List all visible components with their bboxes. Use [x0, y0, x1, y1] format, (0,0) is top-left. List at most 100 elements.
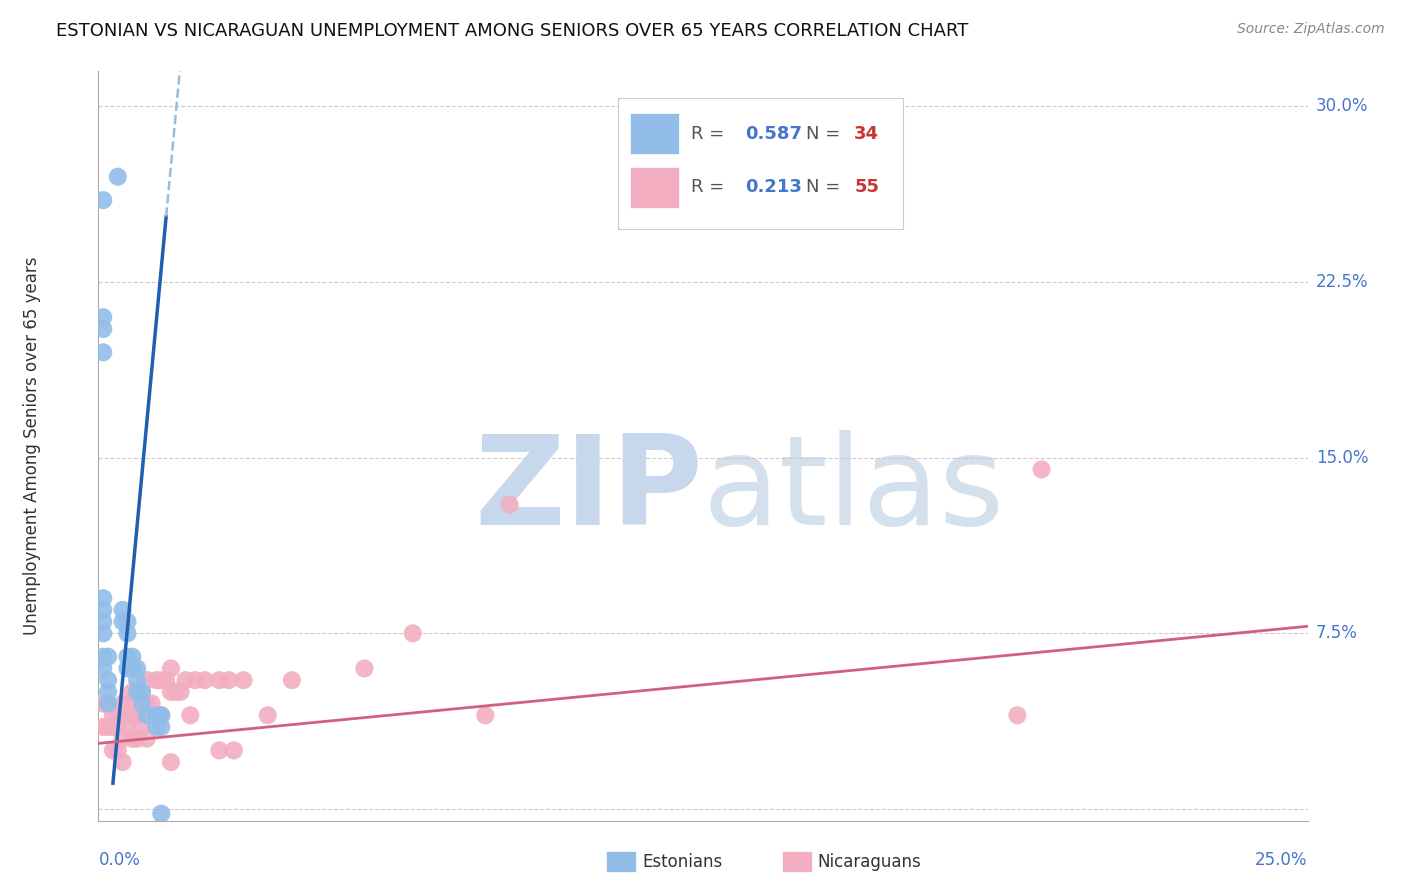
- Point: [474, 708, 496, 723]
- Point: [222, 743, 245, 757]
- Point: [179, 708, 201, 723]
- Text: 34: 34: [855, 125, 879, 143]
- Point: [145, 673, 167, 688]
- Point: [91, 626, 114, 640]
- Point: [111, 615, 134, 629]
- Point: [117, 626, 139, 640]
- Text: 0.213: 0.213: [745, 178, 803, 196]
- Point: [127, 685, 149, 699]
- Point: [135, 697, 157, 711]
- Point: [131, 685, 153, 699]
- Point: [111, 697, 134, 711]
- Text: Nicaraguans: Nicaraguans: [818, 853, 921, 871]
- Bar: [630, 167, 679, 208]
- Point: [135, 673, 157, 688]
- Point: [127, 661, 149, 675]
- Text: 0.587: 0.587: [745, 125, 803, 143]
- Bar: [782, 851, 811, 872]
- Text: Source: ZipAtlas.com: Source: ZipAtlas.com: [1237, 22, 1385, 37]
- Text: 7.5%: 7.5%: [1316, 624, 1358, 642]
- Point: [107, 720, 129, 734]
- Point: [107, 169, 129, 184]
- Point: [111, 731, 134, 746]
- Point: [155, 673, 177, 688]
- Point: [232, 673, 254, 688]
- Point: [91, 193, 114, 207]
- Point: [91, 310, 114, 325]
- Point: [91, 697, 114, 711]
- Point: [1031, 462, 1053, 476]
- Point: [169, 685, 191, 699]
- Point: [97, 697, 120, 711]
- Point: [101, 743, 124, 757]
- Point: [131, 685, 153, 699]
- Point: [135, 731, 157, 746]
- Point: [184, 673, 207, 688]
- Point: [91, 720, 114, 734]
- Point: [111, 755, 134, 769]
- Point: [208, 743, 231, 757]
- Bar: [619, 97, 903, 228]
- Text: atlas: atlas: [703, 431, 1005, 551]
- Point: [121, 661, 143, 675]
- Point: [145, 720, 167, 734]
- Point: [218, 673, 240, 688]
- Point: [165, 685, 187, 699]
- Point: [117, 720, 139, 734]
- Text: R =: R =: [690, 125, 730, 143]
- Point: [117, 697, 139, 711]
- Point: [107, 708, 129, 723]
- Point: [97, 685, 120, 699]
- Point: [131, 697, 153, 711]
- Point: [111, 603, 134, 617]
- Bar: [606, 851, 637, 872]
- Point: [101, 720, 124, 734]
- Point: [127, 708, 149, 723]
- Point: [121, 649, 143, 664]
- Point: [160, 685, 183, 699]
- Point: [353, 661, 375, 675]
- Text: 25.0%: 25.0%: [1256, 851, 1308, 869]
- Point: [141, 697, 163, 711]
- Point: [160, 661, 183, 675]
- Point: [150, 708, 173, 723]
- Point: [145, 708, 167, 723]
- Point: [160, 755, 183, 769]
- Point: [91, 615, 114, 629]
- Point: [145, 708, 167, 723]
- Point: [91, 322, 114, 336]
- Point: [91, 661, 114, 675]
- Point: [117, 615, 139, 629]
- Text: 15.0%: 15.0%: [1316, 449, 1368, 467]
- Point: [402, 626, 425, 640]
- Point: [498, 498, 520, 512]
- Text: ZIP: ZIP: [474, 431, 703, 551]
- Point: [208, 673, 231, 688]
- Point: [174, 673, 197, 688]
- Text: 30.0%: 30.0%: [1316, 97, 1368, 115]
- Point: [121, 708, 143, 723]
- Text: 0.0%: 0.0%: [98, 851, 141, 869]
- Point: [121, 731, 143, 746]
- Point: [150, 673, 173, 688]
- Text: 22.5%: 22.5%: [1316, 273, 1368, 291]
- Point: [127, 685, 149, 699]
- Point: [107, 743, 129, 757]
- Point: [97, 673, 120, 688]
- Point: [121, 685, 143, 699]
- Text: 55: 55: [855, 178, 879, 196]
- Point: [131, 720, 153, 734]
- Point: [97, 649, 120, 664]
- Point: [135, 708, 157, 723]
- Text: N =: N =: [806, 178, 846, 196]
- Text: N =: N =: [806, 125, 846, 143]
- Text: Unemployment Among Seniors over 65 years: Unemployment Among Seniors over 65 years: [22, 257, 41, 635]
- Point: [91, 591, 114, 606]
- Text: R =: R =: [690, 178, 730, 196]
- Point: [281, 673, 304, 688]
- Point: [101, 708, 124, 723]
- Point: [97, 720, 120, 734]
- Point: [194, 673, 217, 688]
- Point: [1007, 708, 1029, 723]
- Point: [127, 673, 149, 688]
